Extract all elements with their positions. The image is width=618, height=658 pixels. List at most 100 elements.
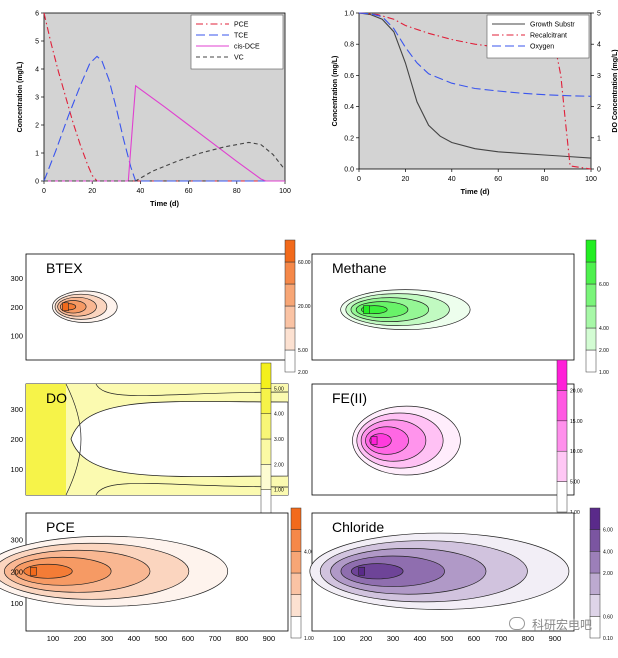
contour-panel-btex: BTEX 2.00 5.00 20.00 60.00 — [25, 239, 311, 376]
y-tick-label: 1 — [35, 151, 39, 158]
do-contour — [95, 383, 289, 396]
do-contour — [95, 483, 289, 496]
colorbar-segment — [260, 413, 272, 440]
colorbar-segment — [260, 489, 272, 516]
colorbar-segment — [589, 551, 601, 574]
y-tick-label: 100 — [10, 599, 23, 608]
colorbar-segment — [589, 572, 601, 595]
colorbar-tick-label: 4.00 — [274, 412, 284, 418]
x-tick-label: 80 — [233, 188, 241, 195]
y-tick-label: 5 — [35, 39, 39, 46]
x-tick-label: 80 — [541, 176, 549, 183]
x-tick-label: 60 — [494, 176, 502, 183]
colorbar-tick-label: 4.00 — [304, 549, 314, 555]
x-tick-label: 60 — [185, 188, 193, 195]
panel-label: PCE — [46, 519, 75, 535]
colorbar: 2.00 5.00 20.00 60.00 — [284, 239, 311, 376]
x-axis-label: Time (d) — [460, 187, 490, 196]
y-tick-label: 0.0 — [344, 167, 354, 174]
colorbar-segment — [589, 507, 601, 530]
contour-panel-do: DO0.001.002.003.004.005.00 — [25, 362, 289, 519]
colorbar-tick-label: 1.00 — [304, 636, 314, 642]
colorbar: 1.00 5.00 10.00 15.00 20.00 — [556, 359, 583, 516]
colorbar-segment — [284, 349, 296, 373]
panel-label: Chloride — [332, 519, 384, 535]
colorbar-segment — [284, 239, 296, 263]
panel-label: DO — [46, 390, 67, 406]
y-tick-label: 0 — [35, 179, 39, 186]
x-tick-label: 700 — [209, 634, 222, 643]
source-cell — [358, 566, 365, 576]
source-cell — [62, 302, 69, 312]
x-tick-label: 800 — [236, 634, 249, 643]
y-tick-label: 0.2 — [344, 135, 354, 142]
colorbar-segment — [585, 305, 597, 329]
colorbar-tick-label: 5.00 — [298, 348, 308, 354]
y2-tick-label: 0 — [597, 167, 601, 174]
colorbar-segment — [260, 362, 272, 389]
colorbar-tick-label: 15.00 — [570, 419, 583, 425]
contour-panel-fe-ii-: FE(II) 1.00 5.00 10.00 15.00 20.00 — [311, 359, 583, 516]
colorbar-segment — [556, 359, 568, 391]
y-tick-label: 2 — [35, 123, 39, 130]
colorbar: 1.00 2.00 4.00 6.00 — [585, 239, 609, 376]
panel-label: FE(II) — [332, 390, 367, 406]
y-tick-label: 200 — [10, 435, 23, 444]
legend: Growth Substr Recalcitrant Oxygen — [486, 14, 590, 59]
colorbar-segment — [585, 261, 597, 285]
y-axis-label: Concentration (mg/L) — [17, 62, 24, 133]
y-tick-label: 1.0 — [344, 11, 354, 18]
legend-entry: Recalcitrant — [530, 33, 567, 40]
colorbar-tick-label: 4.00 — [603, 549, 613, 555]
y-tick-label: 100 — [10, 465, 23, 474]
x-tick-label: 700 — [495, 634, 508, 643]
legend-box — [486, 14, 590, 59]
legend-entry: cis-DCE — [234, 44, 260, 51]
colorbar-tick-label: 6.00 — [603, 528, 613, 534]
watermark: 科研宏电吧 — [509, 616, 592, 633]
do-contour — [65, 383, 82, 496]
colorbar-tick-label: 60.00 — [298, 260, 311, 266]
legend-entry: PCE — [234, 22, 249, 29]
colorbar-segment — [290, 616, 302, 639]
colorbar-segment — [284, 305, 296, 329]
series-line-oxygen — [358, 12, 592, 97]
legend-entry: VC — [234, 55, 244, 62]
y-tick-label: 0.4 — [344, 104, 354, 111]
colorbar-segment — [556, 450, 568, 482]
colorbar-segment — [585, 239, 597, 263]
y2-tick-label: 4 — [597, 42, 601, 49]
y2-tick-label: 5 — [597, 11, 601, 18]
x-tick-label: 500 — [441, 634, 454, 643]
y-tick-label: 300 — [10, 535, 23, 544]
y2-axis-label: DO Concentration (mg/L) — [612, 49, 618, 132]
y-tick-label: 200 — [10, 303, 23, 312]
y-tick-label: 300 — [10, 405, 23, 414]
colorbar-tick-label: 2.00 — [274, 462, 284, 468]
x-tick-label: 40 — [137, 188, 145, 195]
colorbar-tick-label: 1.00 — [599, 370, 609, 376]
line-chart-0: 0 20 40 60 80 100 0 1 2 3 4 5 6 Time (d) Concentration… — [17, 11, 291, 209]
y-tick-label: 200 — [10, 567, 23, 576]
x-axis-label: Time (d) — [150, 199, 180, 208]
colorbar-segment — [260, 388, 272, 414]
colorbar-tick-label: 20.00 — [298, 304, 311, 310]
do-band — [26, 384, 66, 495]
x-tick-label: 400 — [128, 634, 141, 643]
y-tick-label: 300 — [10, 274, 23, 283]
source-cell — [363, 305, 370, 314]
x-tick-label: 400 — [414, 634, 427, 643]
y-axis-label: Concentration (mg/L) — [332, 56, 339, 127]
x-tick-label: 900 — [549, 634, 562, 643]
legend-entry: Oxygen — [530, 44, 554, 51]
colorbar-segment — [556, 390, 568, 422]
colorbar-segment — [556, 481, 568, 513]
colorbar-segment — [556, 420, 568, 452]
colorbar-tick-label: 6.00 — [599, 282, 609, 288]
colorbar-segment — [284, 283, 296, 307]
wechat-icon — [509, 617, 526, 630]
series-line-recalcitrant — [358, 12, 592, 170]
legend-entry: Growth Substr — [530, 22, 575, 29]
legend-entry: TCE — [234, 33, 248, 40]
